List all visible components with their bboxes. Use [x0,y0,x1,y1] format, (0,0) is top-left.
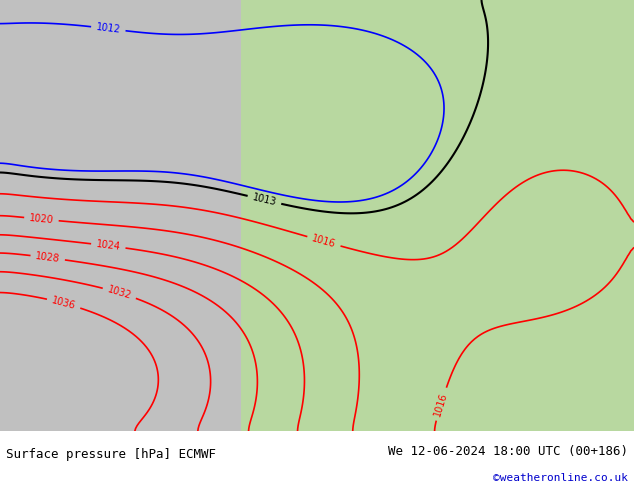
Text: 1036: 1036 [51,295,77,311]
Bar [0,0,241,431]
Text: 1016: 1016 [433,391,450,417]
Text: 1020: 1020 [29,213,54,225]
Text: We 12-06-2024 18:00 UTC (00+186): We 12-06-2024 18:00 UTC (00+186) [387,445,628,458]
Text: ©weatheronline.co.uk: ©weatheronline.co.uk [493,473,628,483]
Text: Surface pressure [hPa] ECMWF: Surface pressure [hPa] ECMWF [6,448,216,461]
Text: 1013: 1013 [251,192,278,208]
Text: 1024: 1024 [96,239,121,252]
Text: 1016: 1016 [311,233,337,249]
Text: 1028: 1028 [35,251,61,264]
Text: 1012: 1012 [96,23,121,35]
Text: 1032: 1032 [106,285,133,301]
